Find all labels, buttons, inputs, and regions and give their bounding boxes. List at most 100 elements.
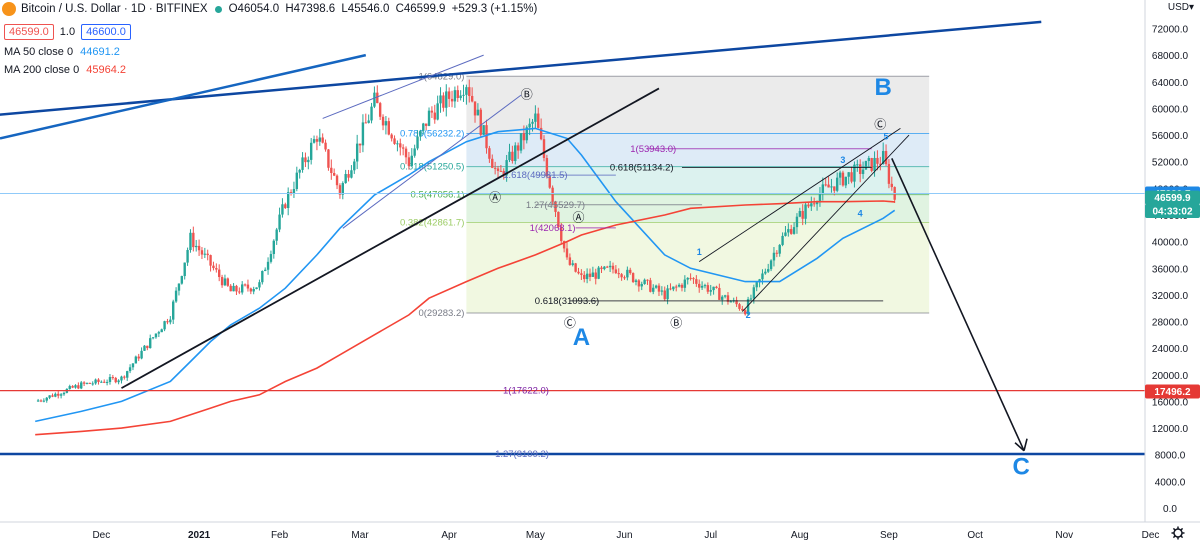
candle-body [534,113,537,122]
candle-body [778,244,781,254]
fib-level-label: 0.5(47056.1) [411,190,465,201]
close-value: C46599.9 [395,3,446,15]
candle-body [255,287,258,289]
currency-selector[interactable]: USD▾ [1167,2,1194,13]
price-marker-tag [1145,203,1200,218]
candle-body [850,172,853,182]
price-tick-label: 32000.0 [1152,291,1189,302]
candle-body [54,393,57,397]
candle-body [833,186,836,191]
candle-body [318,137,322,142]
candle-body [105,381,109,383]
candle-body [749,298,753,300]
currency-badge[interactable] [2,2,16,16]
candle-body [810,203,813,207]
candle-body [358,143,362,146]
buy-button[interactable]: 46600.0 [81,24,131,40]
candle-body [453,90,457,102]
candle-body [640,283,643,287]
candle-body [821,184,825,194]
price-marker-label: 04:33:02 [1152,206,1192,217]
candle-body [177,283,181,291]
candle-body [804,204,807,219]
candle-body [818,193,822,203]
candle-body [387,121,390,135]
ma50-legend[interactable]: MA 50 close 0 44691.2 [4,46,120,58]
candle-body [873,157,876,171]
candle-body [226,278,230,286]
candle-body [827,184,830,188]
time-tick-label: Apr [441,530,457,541]
candle-body [353,161,356,171]
candle-body [82,382,86,384]
candle-body [407,157,411,166]
wave-label: Ⓑ [670,316,682,330]
candle-body [847,172,850,177]
candle-body [281,204,284,215]
candle-body [468,87,471,96]
open-value: O46054.0 [228,3,280,15]
candle-body [332,173,336,176]
candle-body [370,106,373,121]
candle-body [709,290,712,292]
price-tick-label: 40000.0 [1152,238,1189,249]
candle-body [838,172,842,178]
candle-body [347,174,350,178]
trade-buttons: 46599.0 1.0 46600.0 [4,24,131,40]
candle-body [172,301,175,320]
gear-tooth [1180,527,1184,531]
gear-tooth [1172,527,1176,531]
candle-body [525,127,528,141]
candle-body [597,267,600,279]
candle-body [298,169,301,173]
candle-body [703,285,707,287]
candle-body [698,283,701,288]
candle-body [361,122,365,146]
candle-body [508,151,511,161]
candle-body [341,183,344,195]
candle-body [787,229,790,233]
candle-body [436,103,439,120]
candle-body [419,130,422,137]
candle-body [381,116,385,126]
candle-body [890,183,894,188]
candle-body [355,143,359,162]
candle-body [456,90,459,99]
candle-body [551,187,554,202]
fib-ext-label: 0.618(31093.6) [535,296,599,307]
candle-body [169,319,172,323]
candle-body [666,288,669,300]
candle-body [100,381,103,383]
candle-body [548,176,551,188]
candle-body [252,288,255,292]
candle-body [784,232,787,236]
candle-body [729,301,733,303]
candle-body [712,286,715,291]
candle-body [74,385,77,388]
time-tick-label: Jul [704,530,717,541]
candle-body [631,273,635,282]
candle-body [442,95,445,108]
candle-body [338,185,342,195]
price-tick-label: 24000.0 [1152,344,1189,355]
sell-button[interactable]: 46599.0 [4,24,54,40]
ohlc-values: O46054.0 H47398.6 L45546.0 C46599.9 +529… [229,3,541,15]
ma50-value: 44691.2 [80,46,120,58]
settings-gear-icon[interactable] [1171,526,1185,540]
ma200-legend[interactable]: MA 200 close 0 45964.2 [4,64,126,76]
fib-level-label: 0.382(42861.7) [400,218,464,229]
candle-body [657,285,661,292]
candle-body [149,338,152,349]
candle-body [284,204,287,208]
candle-body [528,123,531,128]
candle-body [307,159,310,163]
candle-body [502,170,505,176]
candle-body [309,142,313,160]
fib-zone [466,76,930,134]
candle-body [422,123,425,131]
candle-body [117,380,120,383]
candle-body [514,145,517,162]
candle-body [781,235,784,245]
